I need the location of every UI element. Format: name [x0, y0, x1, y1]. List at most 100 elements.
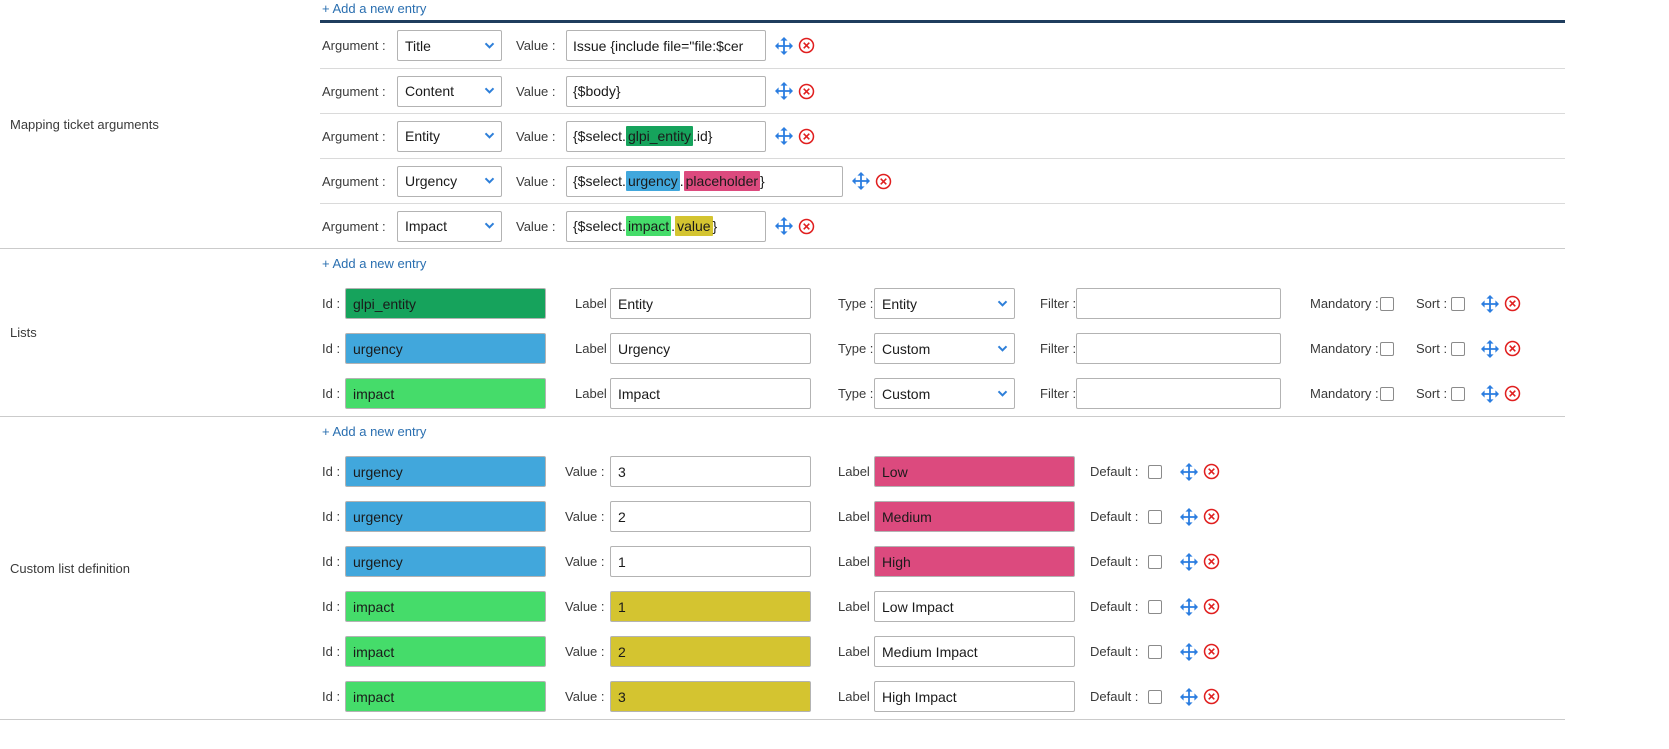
custom-value-input[interactable] — [610, 591, 811, 622]
default-checkbox[interactable] — [1148, 509, 1162, 524]
move-icon[interactable] — [1180, 462, 1198, 481]
delete-icon[interactable] — [1504, 295, 1521, 312]
custom-id-input[interactable] — [345, 591, 546, 622]
list-row: Id : Label : Type :Custom Filter : Mandatory… — [320, 326, 1565, 371]
custom-label-input[interactable] — [874, 501, 1075, 532]
custom-id-input[interactable] — [345, 636, 546, 667]
value-token-highlight: impact — [625, 216, 672, 236]
argument-select[interactable]: Title — [397, 30, 502, 61]
list-id-input[interactable] — [345, 333, 546, 364]
delete-icon[interactable] — [798, 218, 815, 235]
list-filter-input[interactable] — [1076, 288, 1281, 319]
delete-icon[interactable] — [1203, 553, 1220, 570]
id-label: Id : — [322, 599, 341, 614]
add-entry-link-lists[interactable]: + Add a new entry — [322, 256, 427, 271]
list-type-select[interactable]: Custom — [874, 378, 1015, 409]
move-icon[interactable] — [1180, 642, 1198, 661]
argument-select[interactable]: Urgency — [397, 165, 502, 197]
custom-id-input[interactable] — [345, 546, 546, 577]
custom-value-input[interactable] — [610, 501, 811, 532]
move-icon[interactable] — [1180, 597, 1198, 616]
list-type-select[interactable]: Custom — [874, 333, 1015, 364]
default-checkbox[interactable] — [1148, 689, 1162, 704]
custom-id-input[interactable] — [345, 681, 546, 712]
custom-id-input[interactable] — [345, 456, 546, 487]
add-entry-link-custom[interactable]: + Add a new entry — [322, 424, 427, 439]
mandatory-label: Mandatory : — [1310, 341, 1379, 356]
mandatory-label: Mandatory : — [1310, 386, 1379, 401]
custom-value-input[interactable] — [610, 636, 811, 667]
list-label-input[interactable] — [610, 378, 811, 409]
custom-label-input[interactable] — [874, 546, 1075, 577]
value-input[interactable]: Issue {include file="file:$cer — [566, 30, 766, 61]
section-custom: Custom list definition + Add a new entry… — [0, 417, 1565, 720]
value-input[interactable]: {$select. urgency. placeholder} — [566, 165, 843, 197]
move-icon[interactable] — [852, 172, 870, 190]
move-icon[interactable] — [1481, 339, 1499, 358]
sort-checkbox[interactable] — [1451, 386, 1465, 401]
default-checkbox[interactable] — [1148, 599, 1162, 614]
delete-icon[interactable] — [1203, 508, 1220, 525]
sort-checkbox[interactable] — [1451, 296, 1465, 311]
custom-label-input[interactable] — [874, 456, 1075, 487]
mandatory-checkbox[interactable] — [1380, 296, 1394, 311]
argument-select[interactable]: Content — [397, 75, 502, 107]
value-label: Value : — [565, 689, 605, 704]
default-checkbox[interactable] — [1148, 464, 1162, 479]
delete-icon[interactable] — [798, 37, 815, 54]
id-label: Id : — [322, 464, 341, 479]
custom-value-input[interactable] — [610, 681, 811, 712]
delete-icon[interactable] — [1203, 643, 1220, 660]
move-icon[interactable] — [1180, 687, 1198, 706]
list-label-input[interactable] — [610, 288, 811, 319]
move-icon[interactable] — [1481, 384, 1499, 403]
list-id-input[interactable] — [345, 288, 546, 319]
delete-icon[interactable] — [1203, 598, 1220, 615]
move-icon[interactable] — [775, 127, 793, 145]
custom-value-input[interactable] — [610, 456, 811, 487]
move-icon[interactable] — [1180, 552, 1198, 571]
argument-select-wrap: Impact — [397, 210, 502, 242]
mapping-rows: Argument : Title Value : Issue {include fil… — [320, 23, 1565, 248]
move-icon[interactable] — [1481, 294, 1499, 313]
argument-select-wrap: Urgency — [397, 165, 502, 197]
move-icon[interactable] — [775, 217, 793, 235]
default-checkbox[interactable] — [1148, 554, 1162, 569]
value-input[interactable]: {$body} — [566, 75, 766, 107]
delete-icon[interactable] — [798, 128, 815, 145]
add-entry-link-mapping[interactable]: + Add a new entry — [322, 1, 427, 16]
list-type-select[interactable]: Entity — [874, 288, 1015, 319]
delete-icon[interactable] — [1504, 340, 1521, 357]
delete-icon[interactable] — [1203, 688, 1220, 705]
delete-icon[interactable] — [1203, 463, 1220, 480]
delete-icon[interactable] — [1504, 385, 1521, 402]
list-filter-input[interactable] — [1076, 333, 1281, 364]
custom-row: Id : Value : Label : Default : — [320, 449, 1565, 494]
list-label-input[interactable] — [610, 333, 811, 364]
section-lists-content: + Add a new entry Id :Label :Type :Entit… — [320, 249, 1565, 416]
label-label: Label : — [575, 341, 615, 356]
custom-label-input[interactable] — [874, 681, 1075, 712]
custom-rows: Id : Value : Label : Default : Id : Value : La… — [320, 449, 1565, 719]
move-icon[interactable] — [775, 36, 793, 55]
sort-checkbox[interactable] — [1451, 341, 1465, 356]
argument-select[interactable]: Impact — [397, 210, 502, 242]
default-checkbox[interactable] — [1148, 644, 1162, 659]
delete-icon[interactable] — [875, 173, 892, 190]
move-icon[interactable] — [775, 82, 793, 100]
value-token: {$select. — [573, 128, 626, 144]
mandatory-checkbox[interactable] — [1380, 341, 1394, 356]
list-id-input[interactable] — [345, 378, 546, 409]
value-input[interactable]: {$select. glpi_entity .id} — [566, 120, 766, 152]
delete-icon[interactable] — [798, 83, 815, 100]
argument-select[interactable]: Entity — [397, 120, 502, 152]
custom-id-input[interactable] — [345, 501, 546, 532]
list-filter-input[interactable] — [1076, 378, 1281, 409]
mandatory-checkbox[interactable] — [1380, 386, 1394, 401]
custom-value-input[interactable] — [610, 546, 811, 577]
custom-label-input[interactable] — [874, 636, 1075, 667]
move-icon[interactable] — [1180, 507, 1198, 526]
value-token: . — [679, 173, 684, 189]
value-input[interactable]: {$select. impact. value} — [566, 210, 766, 242]
custom-label-input[interactable] — [874, 591, 1075, 622]
